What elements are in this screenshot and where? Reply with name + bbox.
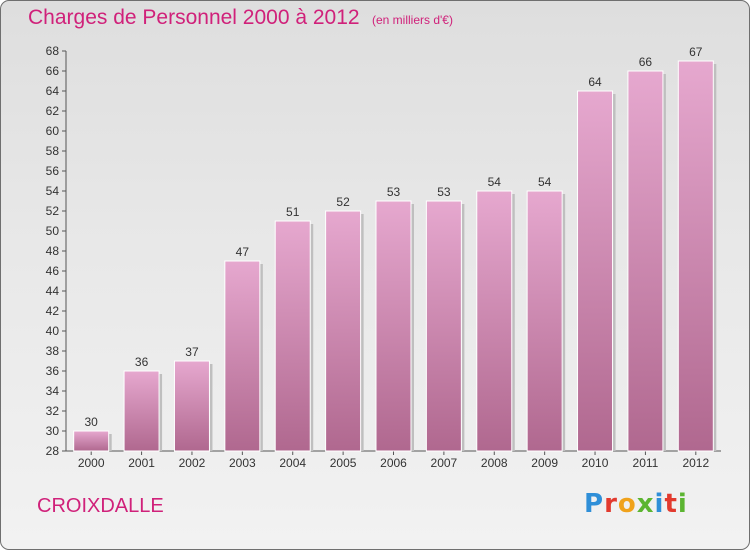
y-tick-label: 36 xyxy=(46,364,60,378)
bar-2001 xyxy=(123,370,160,452)
x-tick-label-2010: 2010 xyxy=(582,456,609,470)
bar-2012 xyxy=(677,60,714,452)
data-label-2008: 54 xyxy=(488,175,502,189)
data-label-2003: 47 xyxy=(236,245,250,259)
y-tick-label: 38 xyxy=(46,344,60,358)
x-tick-label-2003: 2003 xyxy=(229,456,256,470)
x-tick-label-2005: 2005 xyxy=(330,456,357,470)
data-label-2011: 66 xyxy=(639,55,653,69)
y-tick-label: 40 xyxy=(46,324,60,338)
bar-series xyxy=(73,60,717,452)
data-labels: 30 36 37 47 51 52 53 53 54 54 64 66 67 xyxy=(85,45,703,429)
y-tick-label: 66 xyxy=(46,64,60,78)
data-label-2009: 54 xyxy=(538,175,552,189)
x-tick-label-2011: 2011 xyxy=(633,456,659,470)
y-tick-label: 58 xyxy=(46,144,60,158)
data-label-2000: 30 xyxy=(85,415,99,429)
x-tick-label-2009: 2009 xyxy=(531,456,558,470)
bar-2005 xyxy=(325,210,362,452)
y-tick-label: 48 xyxy=(46,244,60,258)
x-tick-label-2006: 2006 xyxy=(380,456,407,470)
y-tick-label: 30 xyxy=(46,424,60,438)
bar-2008 xyxy=(476,190,513,452)
bar-2010 xyxy=(577,90,614,452)
y-tick-label: 32 xyxy=(46,404,60,418)
data-label-2001: 36 xyxy=(135,355,149,369)
bar-2003 xyxy=(224,260,261,452)
y-tick-label: 50 xyxy=(46,224,60,238)
proxiti-logo: Proxiti xyxy=(584,489,688,519)
y-tick-label: 52 xyxy=(46,204,60,218)
bar-2006 xyxy=(375,200,412,452)
chart-subtitle: (en milliers d'€) xyxy=(372,13,453,27)
y-tick-label: 68 xyxy=(46,44,60,58)
y-tick-label: 46 xyxy=(46,264,60,278)
data-label-2012: 67 xyxy=(689,45,703,59)
y-tick-label: 34 xyxy=(46,384,60,398)
bar-2007 xyxy=(425,200,462,452)
data-label-2005: 52 xyxy=(336,195,350,209)
y-tick-label: 60 xyxy=(46,124,60,138)
bar-2011 xyxy=(627,70,664,452)
x-tick-label-2007: 2007 xyxy=(431,456,458,470)
y-tick-label: 42 xyxy=(46,304,60,318)
x-tick-label-2000: 2000 xyxy=(78,456,105,470)
y-tick-label: 54 xyxy=(46,184,60,198)
bar-2000 xyxy=(73,430,110,452)
commune-name: CROIXDALLE xyxy=(37,495,164,517)
x-axis: 2000 2001 2002 2003 2004 2005 2006 2007 2008 2009… xyxy=(66,450,721,470)
chart-title: Charges de Personnel 2000 à 2012 xyxy=(28,6,360,29)
data-label-2006: 53 xyxy=(387,185,401,199)
data-label-2010: 64 xyxy=(588,75,602,89)
y-tick-label: 64 xyxy=(46,84,60,98)
bar-2004 xyxy=(274,220,311,452)
y-axis: 28 30 32 34 36 38 40 42 44 46 48 50 52 54 56 58 60 62 64 66… xyxy=(46,44,67,458)
data-label-2004: 51 xyxy=(286,205,300,219)
bar-2009 xyxy=(526,190,563,452)
data-label-2002: 37 xyxy=(185,345,199,359)
bar-2002 xyxy=(173,360,210,452)
x-tick-label-2012: 2012 xyxy=(682,456,709,470)
x-tick-label-2008: 2008 xyxy=(481,456,508,470)
x-tick-label-2001: 2001 xyxy=(128,456,155,470)
x-tick-label-2002: 2002 xyxy=(179,456,206,470)
y-tick-label: 44 xyxy=(46,284,60,298)
y-tick-label: 28 xyxy=(46,444,60,458)
y-tick-label: 56 xyxy=(46,164,60,178)
data-label-2007: 53 xyxy=(437,185,451,199)
y-tick-label: 62 xyxy=(46,104,60,118)
x-tick-label-2004: 2004 xyxy=(279,456,306,470)
